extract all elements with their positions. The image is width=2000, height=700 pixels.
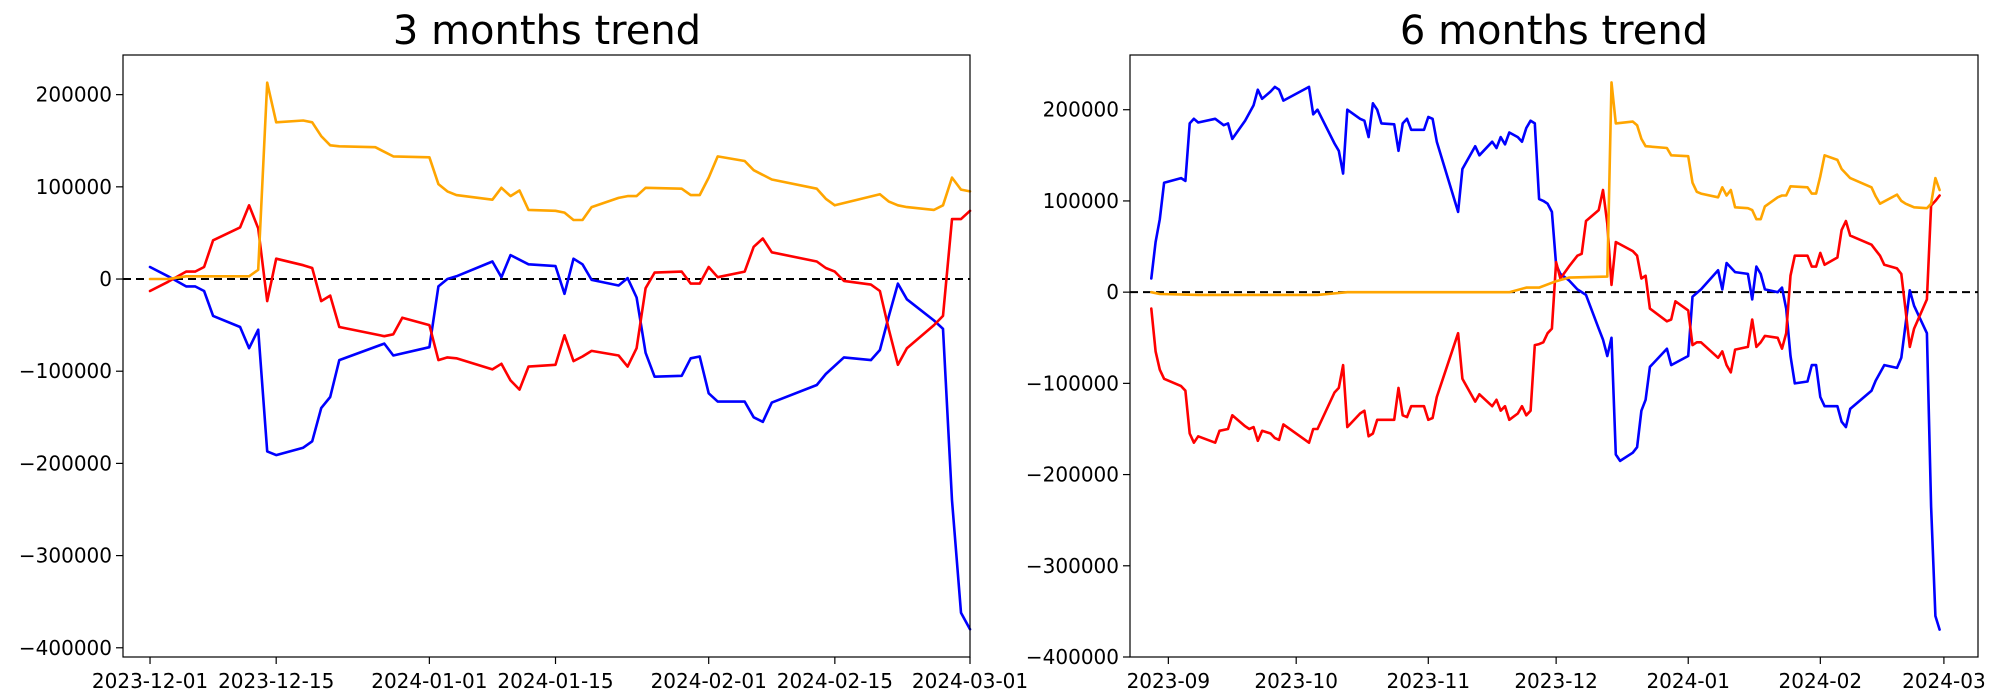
- y-tick-label: 0: [99, 267, 112, 291]
- chart-6-months-trend: 6 months trend −400000 −300000 −200000 −100…: [1026, 8, 1986, 693]
- x-tick-label: 2024-02-01: [651, 669, 767, 693]
- y-tick-label: −400000: [19, 636, 112, 660]
- x-tick-label: 2023-12-01: [92, 669, 208, 693]
- y-tick-label: 100000: [36, 175, 112, 199]
- x-tick-label: 2024-01-15: [497, 669, 613, 693]
- x-tick-label: 2023-11: [1387, 669, 1471, 693]
- x-tick-label: 2024-03: [1902, 669, 1986, 693]
- x-tick-label: 2023-12: [1514, 669, 1598, 693]
- series-line-1: [1150, 188, 1941, 444]
- x-tick-label: 2024-02: [1779, 669, 1863, 693]
- y-tick-label: 200000: [36, 83, 112, 107]
- chart-title: 3 months trend: [393, 8, 701, 54]
- y-tick-label: 100000: [1043, 189, 1119, 213]
- series-line-0: [1150, 85, 1941, 631]
- x-tick-label: 2024-02-15: [777, 669, 893, 693]
- y-tick-label: −300000: [1026, 554, 1119, 578]
- y-tick-label: −400000: [1026, 645, 1119, 669]
- x-tick-label: 2024-01: [1646, 669, 1730, 693]
- series-line-2: [1150, 81, 1941, 297]
- x-tick-label: 2023-10: [1254, 669, 1338, 693]
- y-tick-label: −100000: [1026, 371, 1119, 395]
- chart-3-months-trend: 3 months trend −400000 −300000 −200000 −100…: [19, 8, 1028, 693]
- x-tick-label: 2024-03-01: [912, 669, 1028, 693]
- y-tick-label: −200000: [19, 451, 112, 475]
- x-tick-label: 2024-01-01: [371, 669, 487, 693]
- plot-frame: [1129, 54, 1979, 658]
- y-tick-label: −200000: [1026, 463, 1119, 487]
- y-tick-label: −300000: [19, 544, 112, 568]
- x-tick-label: 2023-12-15: [218, 669, 334, 693]
- chart-title: 6 months trend: [1400, 8, 1708, 54]
- y-tick-label: −100000: [19, 359, 112, 383]
- series-line-0: [148, 253, 972, 631]
- series-line-1: [148, 204, 972, 391]
- x-tick-label: 2023-09: [1127, 669, 1211, 693]
- y-tick-label: 0: [1106, 280, 1119, 304]
- y-tick-label: 200000: [1043, 98, 1119, 122]
- plot-frame: [122, 54, 971, 658]
- series-line-2: [148, 81, 972, 281]
